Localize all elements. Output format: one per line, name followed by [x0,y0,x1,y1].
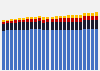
Bar [6,23,9,30]
Bar [67,22,70,30]
Bar [38,29,41,70]
Bar [26,30,29,70]
Bar [71,18,74,22]
Bar [55,22,58,30]
Bar [26,17,29,19]
Bar [30,22,33,29]
Bar [42,23,45,30]
Bar [91,13,94,16]
Bar [50,19,54,22]
Bar [18,22,21,30]
Bar [46,17,50,19]
Bar [34,17,37,19]
Bar [79,18,82,22]
Bar [67,18,70,22]
Bar [2,31,5,70]
Bar [63,30,66,70]
Bar [14,20,17,23]
Bar [38,21,41,29]
Bar [22,20,25,22]
Bar [91,29,94,70]
Bar [71,15,74,18]
Bar [95,20,98,29]
Bar [55,30,58,70]
Bar [50,30,54,70]
Bar [87,16,90,20]
Bar [18,30,21,70]
Bar [2,20,5,22]
Bar [59,30,62,70]
Bar [50,22,54,30]
Bar [14,19,17,20]
Bar [87,20,90,29]
Bar [26,19,29,22]
Bar [10,30,13,70]
Bar [91,16,94,20]
Bar [46,19,50,22]
Bar [10,21,13,23]
Bar [6,20,9,21]
Bar [50,17,54,19]
Bar [71,22,74,30]
Bar [10,23,13,30]
Bar [30,19,33,22]
Bar [83,13,86,16]
Bar [38,16,41,18]
Bar [63,22,66,30]
Bar [95,16,98,20]
Bar [79,22,82,30]
Bar [63,18,66,22]
Bar [59,22,62,30]
Bar [59,16,62,18]
Bar [79,30,82,70]
Bar [46,22,50,30]
Bar [67,30,70,70]
Bar [71,30,74,70]
Bar [18,20,21,22]
Bar [75,30,78,70]
Bar [95,12,98,16]
Bar [22,18,25,20]
Bar [75,22,78,30]
Bar [30,17,33,19]
Bar [83,29,86,70]
Bar [95,29,98,70]
Bar [42,17,45,20]
Bar [87,29,90,70]
Bar [6,21,9,23]
Bar [42,20,45,23]
Bar [18,18,21,20]
Bar [22,30,25,70]
Bar [30,29,33,70]
Bar [79,15,82,18]
Bar [2,22,5,24]
Bar [38,18,41,21]
Bar [42,30,45,70]
Bar [87,13,90,16]
Bar [34,19,37,22]
Bar [67,15,70,18]
Bar [6,30,9,70]
Bar [63,15,66,18]
Bar [75,18,78,22]
Bar [55,16,58,19]
Bar [2,24,5,31]
Bar [14,30,17,70]
Bar [83,16,86,20]
Bar [34,22,37,29]
Bar [34,29,37,70]
Bar [75,15,78,18]
Bar [59,18,62,22]
Bar [10,19,13,21]
Bar [26,22,29,30]
Bar [46,30,50,70]
Bar [22,22,25,30]
Bar [55,19,58,22]
Bar [83,20,86,29]
Bar [14,23,17,30]
Bar [91,20,94,29]
